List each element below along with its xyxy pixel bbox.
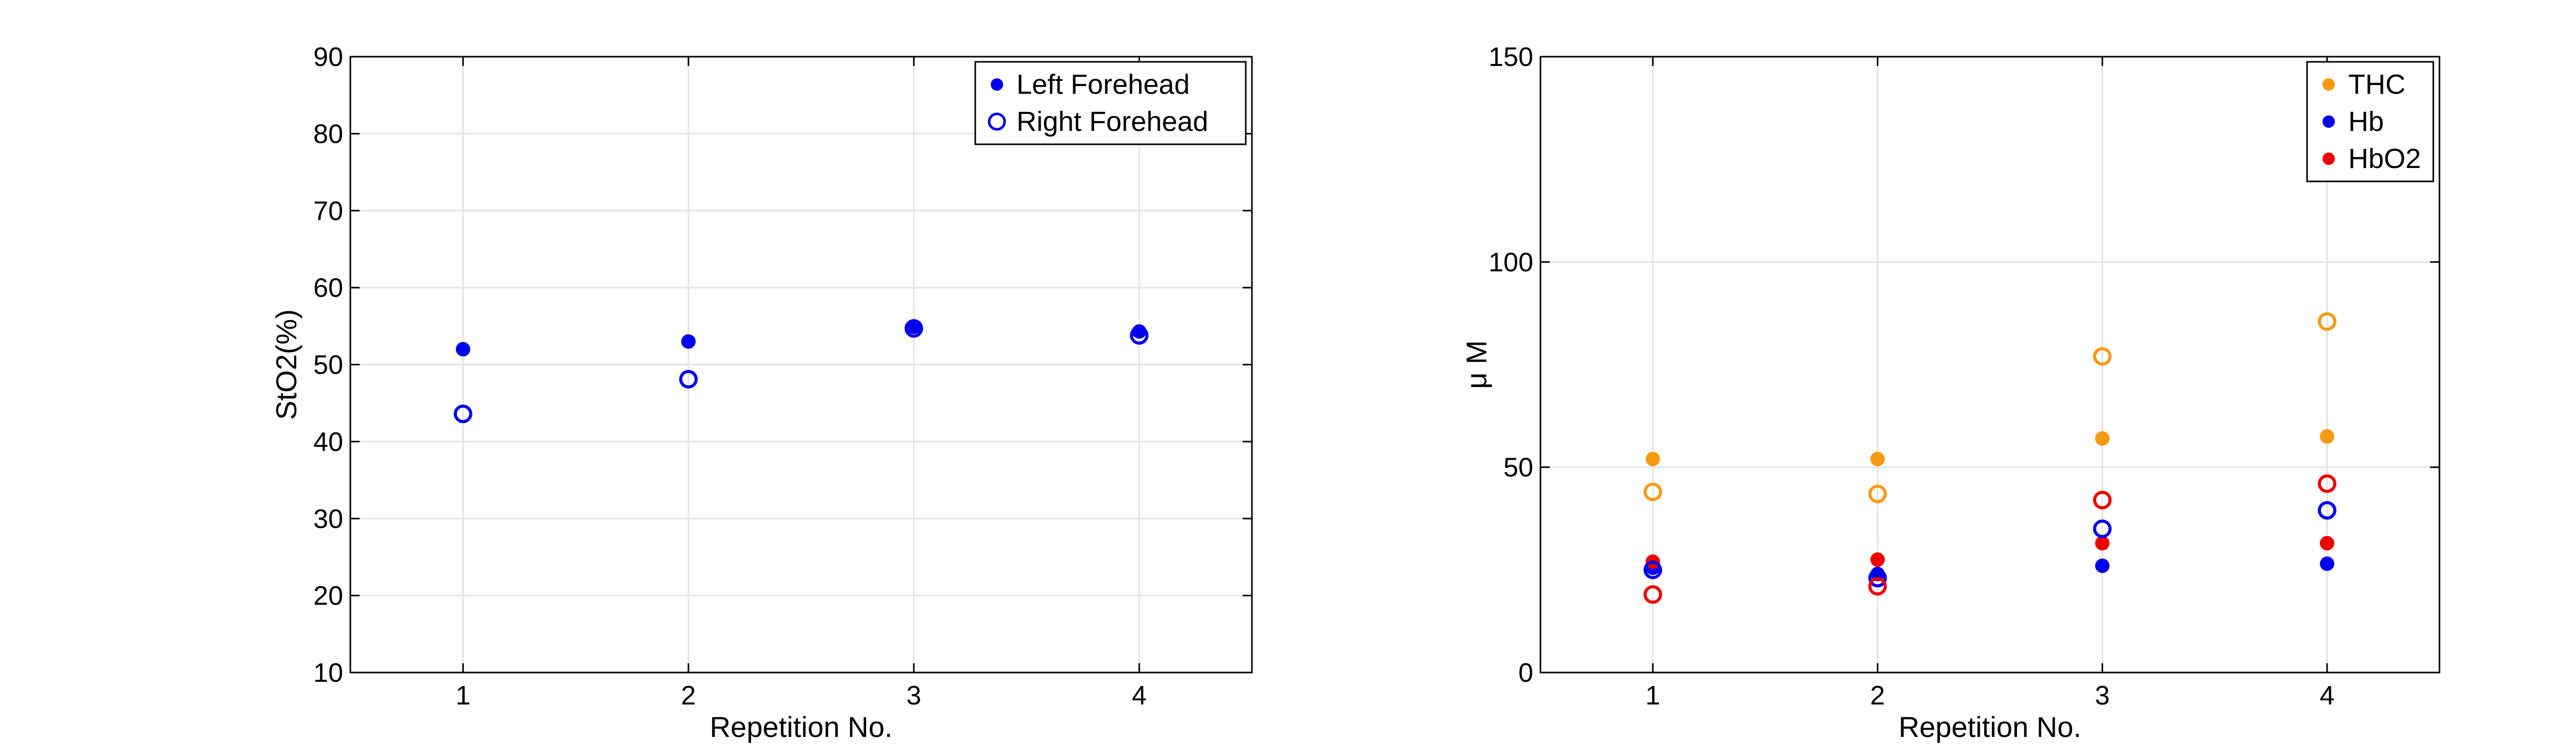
y-tick-label: 80 xyxy=(313,119,343,149)
data-point-series-3-open xyxy=(1868,484,1887,503)
legend-box xyxy=(974,61,1247,145)
x-tick-label: 3 xyxy=(906,681,921,711)
data-point-right-forehead-open xyxy=(453,405,472,424)
data-point-series-3-open xyxy=(1643,482,1663,501)
y-tick-label: 150 xyxy=(1488,42,1533,72)
data-point-thc xyxy=(1870,451,1885,466)
y-tick-label: 70 xyxy=(313,196,343,226)
legend-label: HbO2 xyxy=(2348,143,2421,174)
data-point-thc xyxy=(2319,429,2334,444)
legend-marker xyxy=(2323,153,2335,165)
y-tick-label: 50 xyxy=(313,350,343,380)
legend-marker xyxy=(2323,78,2335,91)
y-tick-label: 0 xyxy=(1518,658,1533,688)
x-tick-label: 3 xyxy=(2095,681,2110,711)
y-tick-label: 100 xyxy=(1488,247,1533,277)
data-point-right-forehead-open xyxy=(679,369,698,389)
legend-label: Left Forehead xyxy=(1016,69,1190,100)
y-axis-label: μ M xyxy=(1460,340,1493,389)
data-point-hb xyxy=(2095,558,2110,573)
data-point-thc xyxy=(1646,451,1660,466)
x-tick-label: 2 xyxy=(681,681,696,711)
x-axis-label: Repetition No. xyxy=(710,711,893,743)
data-point-series-3-open xyxy=(2317,312,2336,331)
data-point-thc xyxy=(2095,431,2110,446)
data-point-left-forehead xyxy=(681,334,696,349)
legend-label: Right Forehead xyxy=(1016,106,1208,137)
plot-area-frame xyxy=(1539,56,2441,674)
data-point-series-4-open xyxy=(2093,519,2112,539)
x-tick-label: 4 xyxy=(2319,681,2334,711)
y-tick-label: 10 xyxy=(313,658,343,688)
data-point-series-5-open xyxy=(2093,491,2112,510)
data-point-series-5-open xyxy=(1868,577,1887,596)
y-tick-label: 90 xyxy=(313,42,343,72)
legend-marker xyxy=(2323,115,2335,128)
legend-marker xyxy=(991,78,1003,91)
data-point-series-3-open xyxy=(2093,347,2112,366)
legend: Left Forehead Right Forehead xyxy=(974,61,1247,145)
data-point-series-5-open xyxy=(1643,585,1663,604)
legend-label: Hb xyxy=(2348,106,2384,137)
legend-marker xyxy=(988,112,1006,131)
data-point-hbo2 xyxy=(2319,536,2334,551)
data-point-series-4-open xyxy=(1643,560,1663,579)
data-point-series-4-open xyxy=(1868,568,1887,587)
data-point-left-forehead xyxy=(455,342,470,357)
x-tick-label: 4 xyxy=(1132,681,1147,711)
data-point-right-forehead-open xyxy=(1130,326,1149,345)
legend-label: THC xyxy=(2348,69,2405,100)
data-point-hbo2 xyxy=(2095,536,2110,551)
chart-sto2: 1 2 3 4 10 20 30 40 50 60 70 80 90 Repetition No. StO2… xyxy=(270,42,1253,743)
x-axis-label: Repetition No. xyxy=(1899,711,2081,743)
y-tick-label: 50 xyxy=(1503,453,1533,483)
y-tick-label: 20 xyxy=(313,581,343,611)
data-point-series-4-open xyxy=(2317,501,2336,520)
data-point-right-forehead-open xyxy=(904,319,923,338)
x-tick-label: 1 xyxy=(1646,681,1660,711)
data-point-series-5-open xyxy=(2317,474,2336,493)
y-tick-label: 30 xyxy=(313,504,343,534)
data-point-hbo2 xyxy=(1870,552,1885,567)
data-point-hb xyxy=(2319,556,2334,571)
x-tick-label: 1 xyxy=(455,681,470,711)
y-tick-label: 60 xyxy=(313,273,343,303)
y-tick-label: 40 xyxy=(313,427,343,457)
y-axis-label: StO2(%) xyxy=(270,309,302,420)
x-tick-label: 2 xyxy=(1870,681,1885,711)
legend: THC Hb HbO2 xyxy=(2306,61,2434,182)
chart-concentration: 1 2 3 4 0 50 100 150 Repetition No. μ M THC Hb HbO2 xyxy=(1460,42,2441,743)
